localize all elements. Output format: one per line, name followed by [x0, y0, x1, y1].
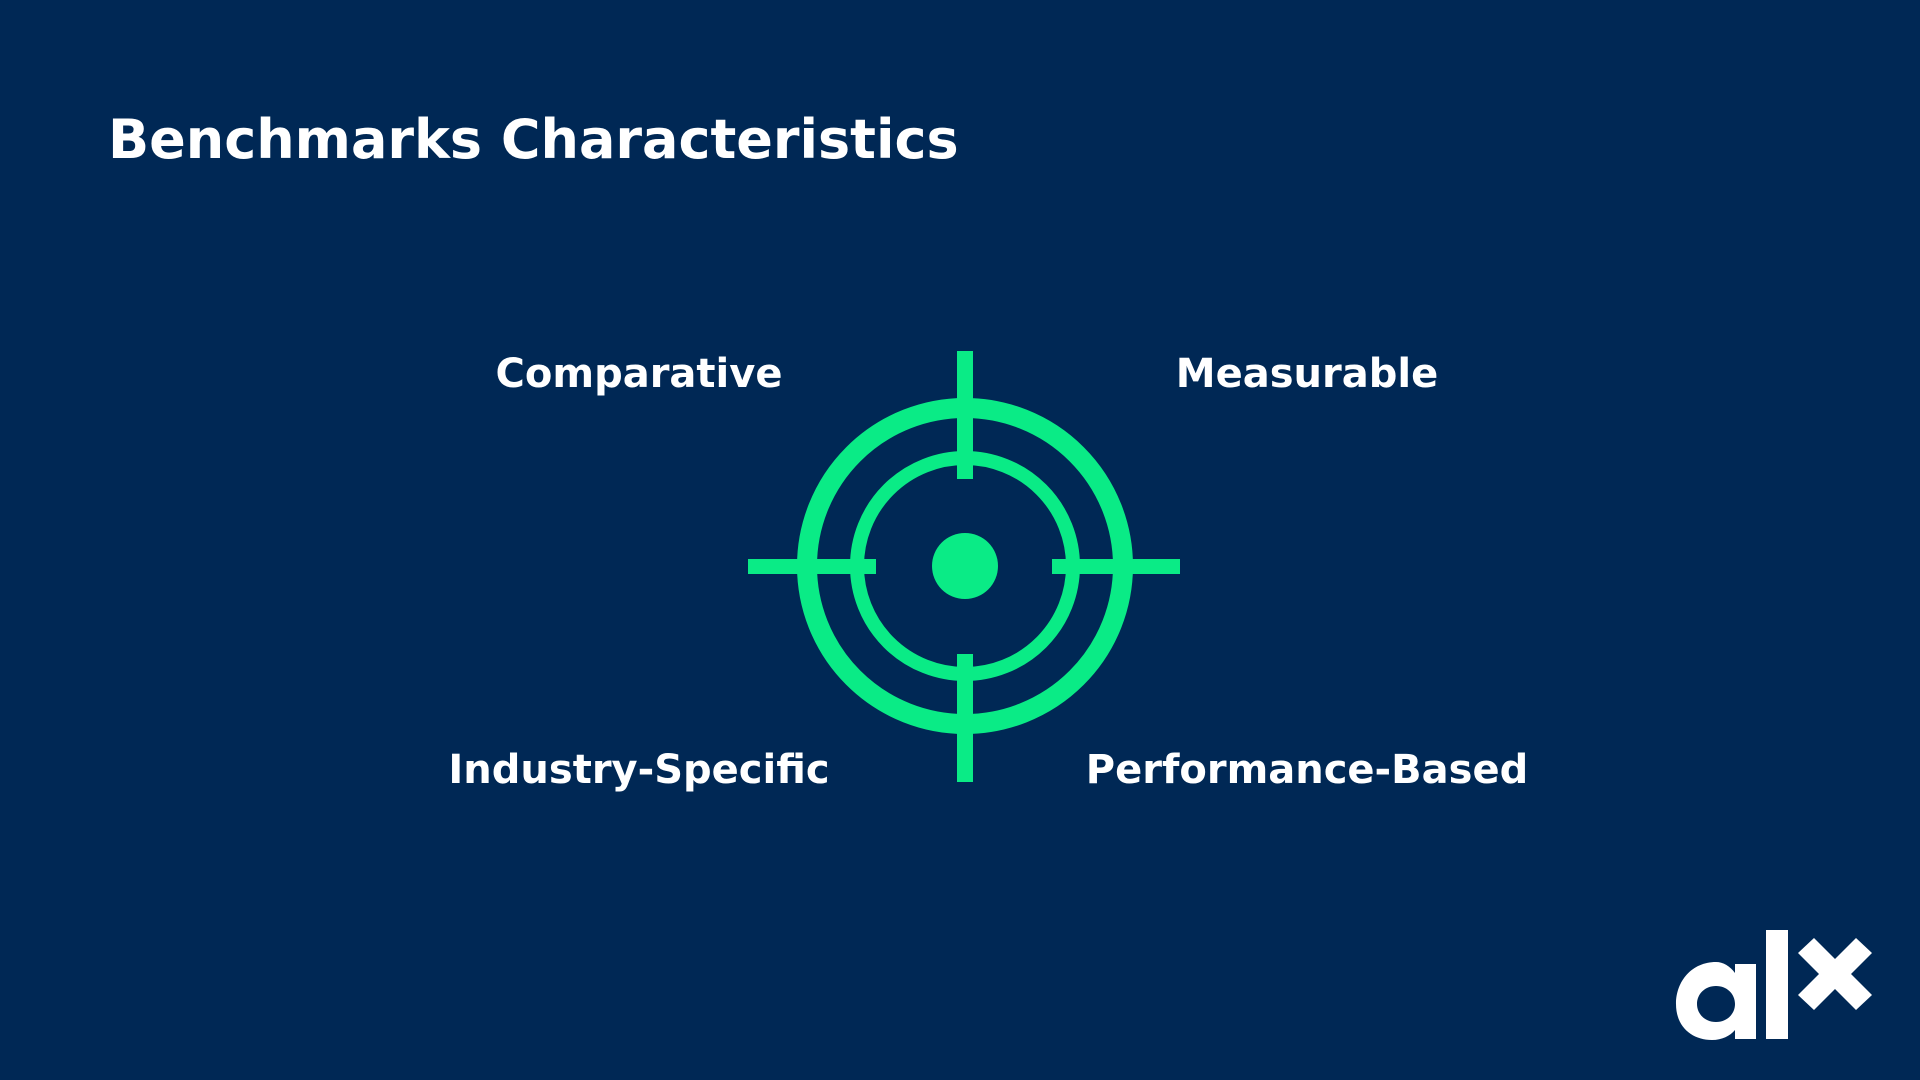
characteristic-performance-based: Performance-Based — [1085, 747, 1529, 793]
crosshair-top — [957, 351, 973, 479]
crosshair-right — [1052, 559, 1180, 574]
crosshair-left — [748, 559, 876, 574]
characteristic-measurable: Measurable — [1175, 351, 1439, 397]
target-crosshair-icon — [748, 351, 1180, 782]
characteristic-comparative: Comparative — [495, 351, 783, 397]
crosshair-bottom — [957, 654, 973, 782]
slide-title: Benchmarks Characteristics — [108, 108, 959, 171]
target-center-dot — [932, 533, 998, 599]
characteristic-industry-specific: Industry-Specific — [448, 747, 830, 793]
alx-logo: alx — [1676, 930, 1872, 1040]
